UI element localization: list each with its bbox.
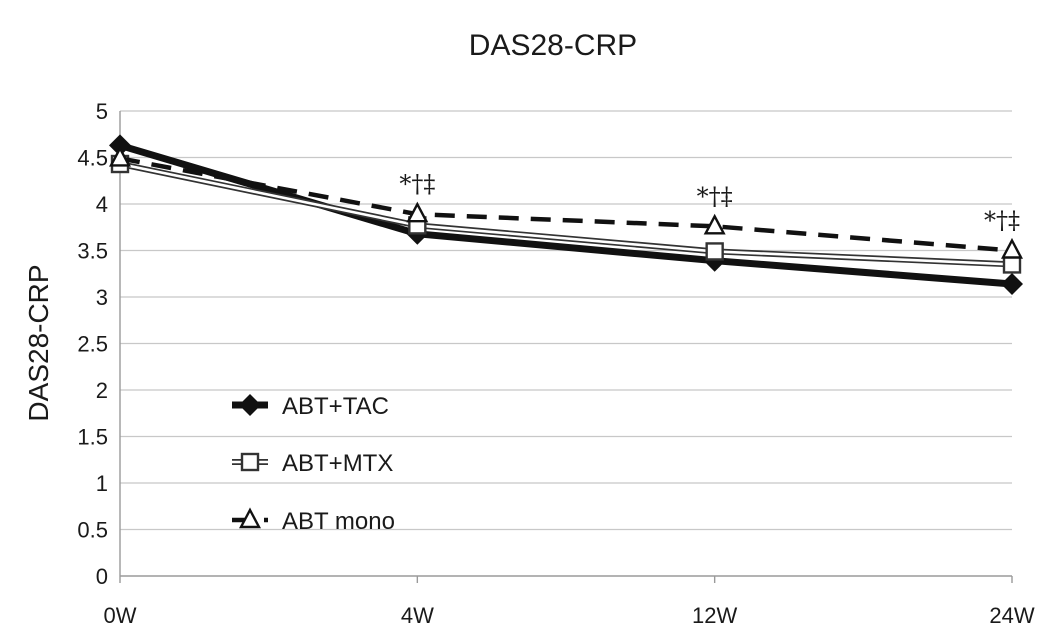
y-tick-labels: 0 0.5 1 1.5 2 2.5 3 3.5 4 4.5 5 [77,99,108,589]
y-tick-label: 2.5 [77,332,108,357]
gridlines [120,110,1012,531]
y-tick-label: 5 [96,99,108,124]
significance-annotation: *†‡ [399,170,435,198]
legend-marker [239,394,261,416]
y-axis-label: DAS28-CRP [23,264,54,421]
y-tick-label: 0.5 [77,518,108,543]
series-point [109,134,131,157]
series [109,134,1023,295]
series-point [1002,255,1022,274]
series-point [1001,272,1023,295]
y-tick-label: 1 [96,471,108,496]
legend-label: ABT mono [282,508,395,535]
series-0 [109,134,1023,295]
x-tick-label: 4W [401,603,434,628]
series-point [109,145,131,167]
series-line-inner [119,162,1013,266]
series-line [119,156,1013,253]
series-point [705,242,724,261]
y-tick-label: 2 [96,378,108,403]
x-tick-labels: 0W 4W 12W 24W [104,603,1035,628]
x-tick-label: 24W [989,603,1034,628]
chart-title: DAS28-CRP [469,29,637,62]
x-tick-label: 12W [692,603,737,628]
legend-entry: ABT mono [232,507,395,535]
y-tick-label: 4 [96,192,108,217]
legend-label: ABT+TAC [282,393,389,420]
legend-marker [240,452,260,472]
y-tick-label: 4.5 [77,146,108,171]
x-tick-label: 0W [104,603,137,628]
series-line [119,142,1013,288]
series-point [703,213,726,235]
legend-entry: ABT+MTX [232,450,393,477]
y-tick-label: 3 [96,285,108,310]
significance-annotation: *†‡ [984,207,1020,235]
legend-entry: ABT+TAC [232,393,389,420]
series-point [1001,237,1023,259]
y-tick-label: 1.5 [77,425,108,450]
significance-annotation: *†‡ [697,182,733,210]
axes [119,111,1013,583]
legend: ABT+TAC ABT+MTX ABT mono [232,393,395,535]
series-point [406,201,429,223]
y-tick-label: 0 [96,564,108,589]
annotations: *†‡ *†‡ *†‡ [399,170,1020,234]
series-1 [110,154,1022,274]
legend-label: ABT+MTX [282,450,393,477]
series-point [703,249,726,272]
legend-marker [239,507,261,529]
y-tick-label: 3.5 [77,239,108,264]
series-2 [109,145,1023,259]
